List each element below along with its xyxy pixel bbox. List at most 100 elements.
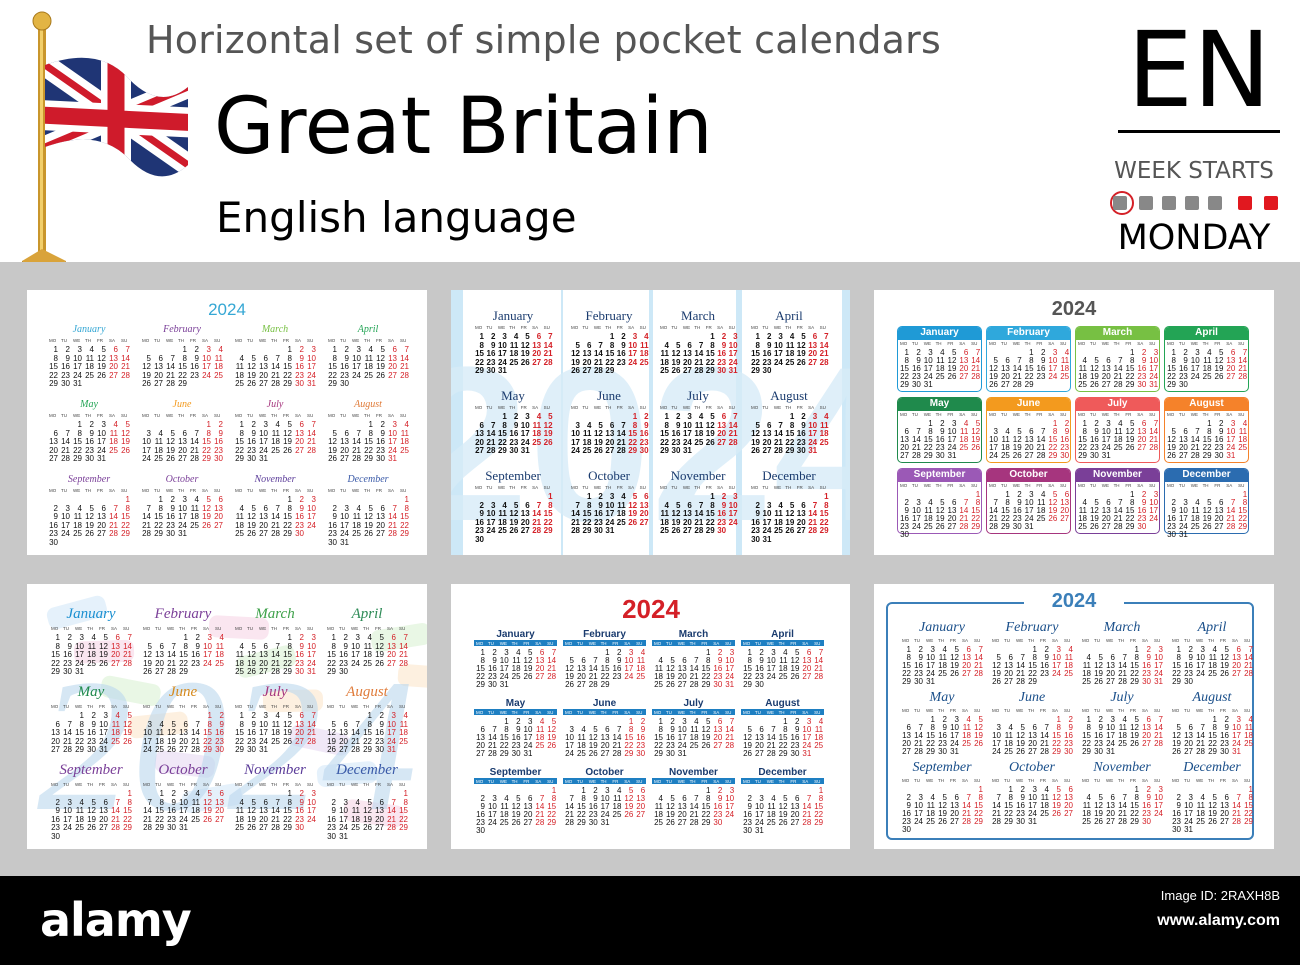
day-number: 22 bbox=[154, 520, 163, 530]
weekday-label: TH bbox=[1028, 638, 1034, 643]
day-number: 27 bbox=[962, 669, 971, 678]
day-number: 21 bbox=[914, 739, 923, 748]
day-number: 30 bbox=[902, 825, 911, 834]
month-name: May bbox=[929, 690, 955, 705]
month-frame bbox=[986, 468, 1071, 534]
weekday-label: TH bbox=[179, 782, 185, 787]
weekday-label: WE bbox=[259, 488, 267, 493]
day-number: 28 bbox=[111, 823, 120, 832]
day-number: 8 bbox=[930, 723, 935, 732]
day-number: 26 bbox=[671, 526, 681, 535]
day-number: 2 bbox=[1146, 785, 1151, 794]
day-number: 31 bbox=[523, 749, 533, 758]
month-name: June bbox=[168, 684, 198, 700]
day-number: 14 bbox=[388, 512, 397, 521]
day-number: 6 bbox=[1141, 419, 1147, 428]
day-number: 19 bbox=[796, 349, 806, 358]
day-number: 20 bbox=[259, 520, 268, 530]
day-number: 22 bbox=[543, 517, 553, 527]
day-number: 19 bbox=[511, 810, 521, 819]
year-label: 2024 bbox=[1024, 590, 1124, 613]
day-number: 3 bbox=[632, 332, 638, 341]
day-number: 15 bbox=[178, 362, 187, 371]
day-number: 12 bbox=[247, 806, 256, 815]
day-number: 13 bbox=[947, 506, 957, 515]
day-number: 19 bbox=[142, 370, 151, 380]
day-number: 2 bbox=[670, 717, 675, 726]
day-number: 7 bbox=[1248, 645, 1253, 654]
day-number: 6 bbox=[1029, 427, 1034, 436]
day-number: 2 bbox=[251, 711, 256, 720]
day-number: 16 bbox=[1064, 731, 1073, 740]
day-number: 28 bbox=[1040, 747, 1049, 756]
day-number: 16 bbox=[665, 733, 675, 742]
day-number: 13 bbox=[962, 653, 971, 662]
weekday-label: FR bbox=[705, 485, 712, 490]
calendar-card-1: 2024 January MO TU WE TH FR SA SU 1 2 3 4 5 6 7 8 9 10 11 12… bbox=[27, 290, 427, 555]
day-number: 2 bbox=[89, 420, 94, 429]
day-number: 15 bbox=[1078, 435, 1087, 444]
country-title: Great Britain bbox=[214, 82, 713, 172]
day-number: 19 bbox=[202, 512, 211, 521]
weekday-label: TH bbox=[179, 704, 185, 709]
day-number: 13 bbox=[295, 428, 304, 438]
month-july: July MO TU WE TH FR SA SU 1 2 3 4 5 6 7 8 9 10 11 12 13 14 15 1… bbox=[1080, 690, 1164, 760]
day-number: 13 bbox=[388, 353, 397, 363]
day-number: 8 bbox=[1032, 653, 1037, 662]
weekday-label: TH bbox=[600, 710, 607, 715]
day-number: 23 bbox=[49, 529, 58, 538]
day-number: 17 bbox=[73, 362, 82, 371]
day-number: 1 bbox=[783, 717, 788, 726]
weekday-row: MO TU WE TH FR SA SU bbox=[1170, 708, 1254, 714]
day-number: 21 bbox=[802, 810, 812, 819]
day-number: 3 bbox=[502, 332, 507, 341]
day-number: 28 bbox=[307, 736, 316, 746]
month-august: August MO TU WE TH FR SA SU 1 2 3 4 5 6 7 8 9 10 11 12 13 14 1… bbox=[1165, 398, 1248, 462]
weekday-label: WE bbox=[926, 778, 934, 783]
month-september: September MO TU WE TH FR SA SU 1 2 3 4 5 6 7 8 9 10 11 12 13… bbox=[47, 474, 131, 547]
month-name: June bbox=[597, 388, 621, 403]
day-number: 10 bbox=[486, 509, 496, 518]
day-number: 26 bbox=[1094, 677, 1103, 686]
day-number: 24 bbox=[259, 445, 268, 455]
weekday-label: TU bbox=[1000, 412, 1007, 417]
day-number: 8 bbox=[1129, 356, 1135, 365]
day-number: 14 bbox=[307, 428, 316, 438]
weekday-label: TU bbox=[762, 405, 769, 410]
day-number: 23 bbox=[1142, 669, 1151, 678]
day-number: 15 bbox=[543, 509, 553, 518]
day-number: 3 bbox=[1153, 490, 1159, 499]
weekday-label: WE bbox=[677, 641, 685, 646]
day-number: 6 bbox=[1064, 490, 1070, 499]
day-number: 16 bbox=[191, 650, 200, 659]
day-number: 23 bbox=[85, 445, 94, 455]
weekday-label: MO bbox=[51, 782, 59, 787]
weekday-label: SU bbox=[1244, 638, 1251, 643]
day-number: 3 bbox=[356, 345, 361, 354]
day-number: 30 bbox=[49, 537, 58, 547]
day-number: 4 bbox=[930, 793, 935, 802]
day-number: 2 bbox=[480, 794, 485, 803]
day-number: 2 bbox=[593, 786, 598, 795]
weekday-label: MO bbox=[900, 341, 908, 346]
day-number: 27 bbox=[155, 667, 164, 676]
day-number: 17 bbox=[947, 435, 957, 444]
weekday-label: TU bbox=[63, 704, 69, 709]
day-number: 8 bbox=[331, 641, 336, 651]
day-number: 27 bbox=[178, 454, 187, 463]
day-number: 21 bbox=[166, 370, 175, 380]
day-number: 15 bbox=[49, 362, 58, 371]
weekday-label: WE bbox=[1012, 412, 1020, 417]
weekday-label: FR bbox=[1214, 341, 1221, 346]
day-number: 31 bbox=[677, 749, 687, 758]
weekday-label: TH bbox=[509, 405, 516, 410]
day-number: 10 bbox=[989, 435, 998, 444]
month-february: February MO TU WE TH FR SA SU 1 2 3 4 5 6 7 8 9 10 11 12 13 1… bbox=[141, 606, 225, 676]
weekday-label: SU bbox=[814, 641, 821, 646]
weekday-row: MO TU WE TH FR SA SU bbox=[749, 325, 829, 331]
day-number: 12 bbox=[247, 362, 256, 371]
day-number: 1 bbox=[747, 648, 752, 657]
weekday-label: SU bbox=[123, 626, 130, 631]
day-number: 3 bbox=[1236, 715, 1241, 724]
weekday-label: SU bbox=[636, 641, 643, 646]
